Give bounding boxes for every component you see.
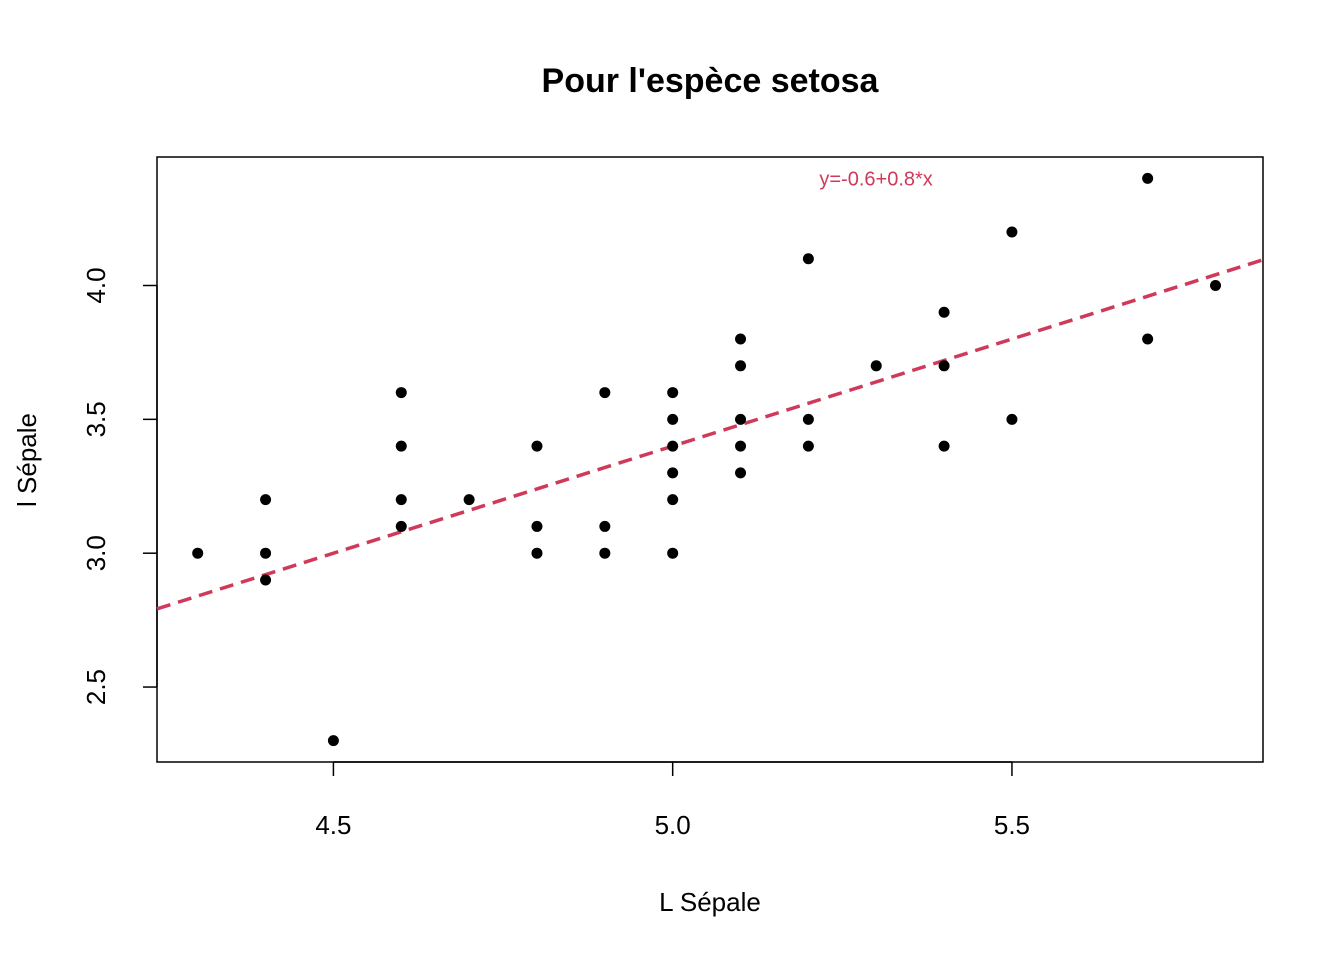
data-point [938,440,950,452]
x-axis-label: L Sépale [659,887,761,917]
data-point [395,387,407,399]
points-layer [192,172,1222,747]
data-point [395,520,407,532]
y-tick-label: 3.5 [81,401,111,437]
chart-title: Pour l'espèce setosa [542,62,880,100]
y-tick-label: 3.0 [81,535,111,571]
y-axis-label: l Sépale [12,413,42,507]
x-axis: 4.5 5.0 5.5 [315,761,1030,840]
data-point [870,360,882,372]
x-tick-label: 4.5 [315,810,351,840]
data-point [667,547,679,559]
data-point [260,574,272,586]
data-point [531,520,543,532]
regression-equation: y=-0.6+0.8*x [819,168,932,190]
data-point [735,360,747,372]
data-point [735,467,747,479]
data-point [1142,333,1154,345]
data-point [260,494,272,506]
data-point [735,440,747,452]
data-point [938,360,950,372]
y-axis: 2.5 3.0 3.5 4.0 [81,267,158,705]
x-tick-label: 5.0 [655,810,691,840]
data-point [667,440,679,452]
data-point [735,413,747,425]
data-point [802,253,814,265]
y-tick-label: 4.0 [81,267,111,303]
data-point [260,547,272,559]
data-point [667,494,679,506]
data-point [1210,279,1222,291]
regression-layer [156,258,1264,611]
data-point [327,735,339,747]
data-point [667,467,679,479]
y-tick-label: 2.5 [81,669,111,705]
regression-line [156,258,1264,611]
x-tick-label: 5.5 [994,810,1030,840]
plot-frame [156,156,1264,763]
data-point [395,440,407,452]
data-point [667,387,679,399]
data-point [599,547,611,559]
data-point [463,494,475,506]
data-point [802,413,814,425]
data-point [802,440,814,452]
data-point [192,547,204,559]
data-point [938,306,950,318]
data-point [395,494,407,506]
data-point [1006,226,1018,238]
data-point [599,387,611,399]
data-point [599,520,611,532]
data-point [1142,172,1154,184]
data-point [735,333,747,345]
data-point [531,547,543,559]
data-point [667,413,679,425]
data-point [531,440,543,452]
data-point [1006,413,1018,425]
